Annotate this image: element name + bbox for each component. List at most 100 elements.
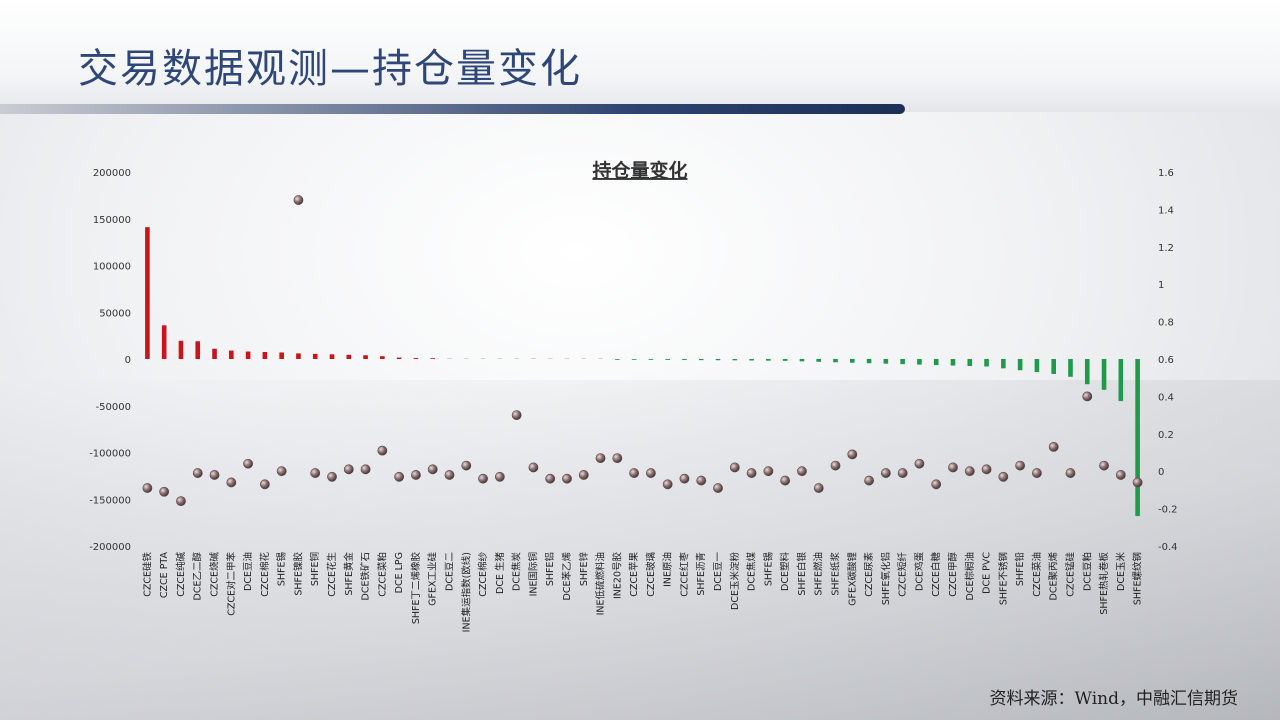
page-title: 交易数据观测—持仓量变化: [78, 46, 582, 92]
bar: [984, 359, 989, 367]
marker-point: [545, 473, 556, 484]
bar: [531, 358, 536, 359]
marker-point: [243, 458, 253, 469]
category-label: GFEX碳酸锂: [846, 552, 858, 606]
bar: [514, 358, 519, 359]
marker-point: [1015, 460, 1026, 471]
category-label: SHFE纸浆: [830, 552, 842, 596]
marker-point: [763, 466, 774, 477]
bar: [329, 354, 335, 359]
category-label: CZCE花生: [326, 552, 338, 597]
category-label: DCE棕榈油: [964, 552, 976, 600]
bar: [883, 359, 889, 364]
marker-point: [780, 475, 791, 486]
bar: [1017, 359, 1023, 371]
right-tick-label: 0.8: [1158, 318, 1174, 329]
bar: [933, 359, 939, 366]
marker-point: [226, 477, 237, 488]
category-label: SHFE锌: [578, 552, 590, 587]
bar: [296, 353, 301, 359]
right-tick-label: -0.2: [1158, 505, 1178, 516]
marker-point: [1132, 477, 1143, 488]
left-tick-label: 150000: [93, 215, 131, 226]
marker-point: [1099, 460, 1109, 471]
category-label: INE国际铜: [527, 552, 539, 596]
category-label: CZCE玻璃: [645, 552, 657, 597]
bar: [917, 359, 922, 365]
bar: [799, 359, 805, 362]
marker-point: [310, 468, 321, 478]
marker-point: [629, 468, 640, 478]
category-label: SHFE铜: [309, 552, 321, 586]
source-note: 资料来源：Wind，中融汇信期货: [989, 689, 1238, 709]
bar: [1118, 359, 1124, 402]
bar: [279, 352, 284, 359]
marker-point: [797, 466, 807, 477]
left-axis: 200000 150000 100000 50000 0 -50000 -100000 -15…: [89, 168, 131, 553]
marker-point: [914, 458, 925, 469]
marker-point: [360, 464, 371, 475]
right-tick-label: -0.4: [1158, 542, 1178, 553]
bar: [1101, 359, 1107, 390]
bar: [581, 358, 587, 359]
right-tick-label: 0: [1158, 467, 1164, 478]
header-accent-line: [0, 104, 905, 114]
category-label: SHFE热轧卷板: [1098, 552, 1110, 615]
marker-point: [142, 483, 153, 493]
marker-point: [847, 449, 858, 460]
bar: [648, 359, 654, 360]
marker-point: [461, 460, 472, 471]
marker-point: [981, 464, 992, 475]
category-label: CZCE短纤: [897, 552, 909, 597]
marker-point: [880, 468, 891, 478]
bar-series: [145, 227, 1140, 517]
bar: [782, 359, 788, 361]
bar: [413, 358, 419, 359]
category-label: GFEX工业硅: [427, 552, 439, 606]
marker-point: [276, 466, 287, 477]
bar: [631, 359, 637, 360]
left-tick-label: 100000: [93, 262, 131, 273]
category-label: DCE焦煤: [746, 552, 758, 591]
right-tick-label: 1.2: [1158, 243, 1174, 254]
bar: [1084, 359, 1090, 385]
bar: [430, 358, 436, 359]
bar: [715, 359, 721, 361]
chart-title: 持仓量变化: [592, 159, 687, 182]
category-label: DCE乙二醇: [192, 552, 204, 601]
marker-point: [729, 462, 740, 473]
category-label: SHFE丁二烯橡胶: [410, 552, 422, 625]
category-label: INE集运指数(欧线): [460, 552, 472, 632]
marker-point: [562, 473, 572, 484]
category-label: INE原油: [662, 552, 674, 587]
category-label: DCE豆油: [242, 552, 254, 591]
category-label: SHFE氧化铝: [880, 552, 892, 605]
category-label: SHFE不锈钢: [997, 552, 1009, 605]
right-tick-label: 0.2: [1158, 430, 1174, 441]
bar: [145, 227, 150, 359]
category-label: DCE豆一: [713, 552, 724, 591]
marker-point: [696, 475, 707, 486]
category-label: CZCE红枣: [678, 552, 690, 597]
category-label: SHFE黄金: [343, 552, 355, 596]
marker-point: [897, 468, 908, 478]
bar: [732, 359, 738, 361]
category-label: SHFE铅: [1014, 552, 1026, 587]
category-label: SHFE白银: [796, 552, 808, 596]
left-tick-label: -50000: [96, 402, 131, 413]
background-swoosh: [0, 380, 1280, 720]
bar: [698, 359, 704, 361]
marker-point: [578, 470, 589, 480]
bar: [866, 359, 872, 364]
marker-point: [293, 195, 304, 205]
bar: [1001, 359, 1006, 369]
category-label: DCE鸡蛋: [913, 552, 925, 591]
category-label: CZCE纯碱: [175, 552, 187, 597]
category-label: DCE焦炭: [511, 552, 523, 591]
category-label: DCE 生猪: [494, 552, 506, 594]
right-tick-label: 1.4: [1158, 205, 1174, 216]
marker-point: [394, 471, 405, 482]
marker-point: [192, 468, 203, 478]
bar: [178, 340, 184, 359]
